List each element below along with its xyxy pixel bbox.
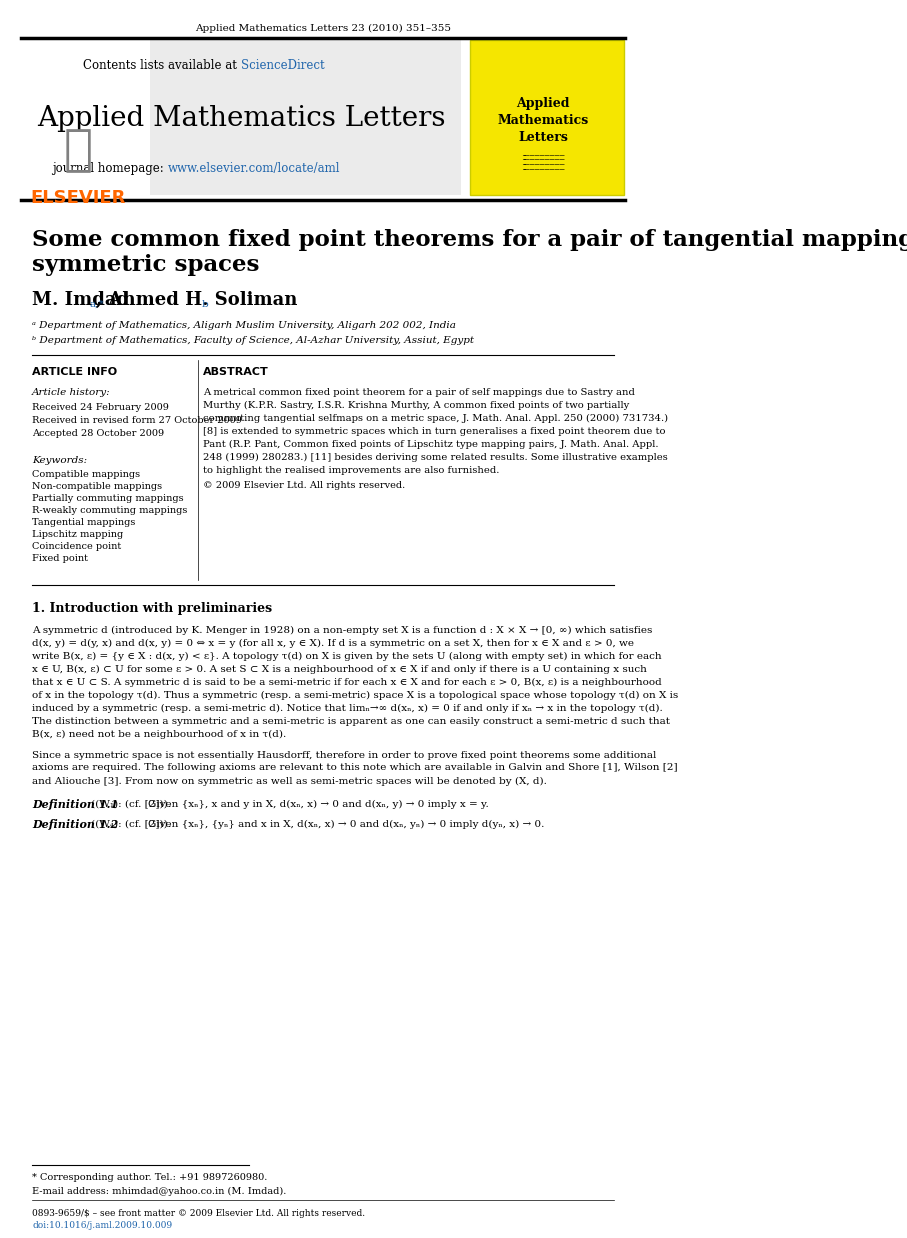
Text: d(x, y) = d(y, x) and d(x, y) = 0 ⇔ x = y (for all x, y ∈ X). If d is a symmetri: d(x, y) = d(y, x) and d(x, y) = 0 ⇔ x = … [32,639,634,647]
Text: ELSEVIER: ELSEVIER [31,189,126,207]
Text: Applied Mathematics Letters: Applied Mathematics Letters [36,104,445,131]
Text: ᵇ Department of Mathematics, Faculty of Science, Al-Azhar University, Assiut, Eg: ᵇ Department of Mathematics, Faculty of … [32,335,474,344]
Text: Accepted 28 October 2009: Accepted 28 October 2009 [32,428,164,437]
Text: * Corresponding author. Tel.: +91 9897260980.: * Corresponding author. Tel.: +91 989726… [32,1174,268,1182]
Text: Definition 1.2: Definition 1.2 [32,818,118,829]
Text: 248 (1999) 280283.) [11] besides deriving some related results. Some illustrativ: 248 (1999) 280283.) [11] besides derivin… [203,452,668,462]
FancyBboxPatch shape [471,40,624,196]
Text: © 2009 Elsevier Ltd. All rights reserved.: © 2009 Elsevier Ltd. All rights reserved… [203,480,405,489]
Text: Murthy (K.P.R. Sastry, I.S.R. Krishna Murthy, A common fixed points of two parti: Murthy (K.P.R. Sastry, I.S.R. Krishna Mu… [203,400,629,410]
Text: ᵃ Department of Mathematics, Aligarh Muslim University, Aligarh 202 002, India: ᵃ Department of Mathematics, Aligarh Mus… [32,321,456,329]
Text: B(x, ε) need not be a neighbourhood of x in τ(d).: B(x, ε) need not be a neighbourhood of x… [32,729,287,739]
Text: axioms are required. The following axioms are relevant to this note which are av: axioms are required. The following axiom… [32,764,678,773]
Text: [8] is extended to symmetric spaces which in turn generalises a fixed point theo: [8] is extended to symmetric spaces whic… [203,427,666,436]
Text: Given {xₙ}, x and y in X, d(xₙ, x) → 0 and d(xₙ, y) → 0 imply x = y.: Given {xₙ}, x and y in X, d(xₙ, x) → 0 a… [148,800,488,808]
Text: ((W₁): (cf. [2])).: ((W₁): (cf. [2])). [91,800,171,808]
Text: E-mail address: mhimdad@yahoo.co.in (M. Imdad).: E-mail address: mhimdad@yahoo.co.in (M. … [32,1186,287,1196]
Text: Contents lists available at: Contents lists available at [83,58,241,72]
Text: Coincidence point: Coincidence point [32,541,122,551]
Text: journal homepage:: journal homepage: [52,161,168,175]
Text: The distinction between a symmetric and a semi-metric is apparent as one can eas: The distinction between a symmetric and … [32,717,670,725]
Text: A metrical common fixed point theorem for a pair of self mappings due to Sastry : A metrical common fixed point theorem fo… [203,387,635,396]
Text: of x in the topology τ(d). Thus a symmetric (resp. a semi-metric) space X is a t: of x in the topology τ(d). Thus a symmet… [32,691,678,699]
Text: Some common fixed point theorems for a pair of tangential mappings in: Some common fixed point theorems for a p… [32,229,907,251]
Text: Applied
Mathematics
Letters: Applied Mathematics Letters [498,97,589,144]
Text: Compatible mappings: Compatible mappings [32,469,141,479]
Text: Applied Mathematics Letters 23 (2010) 351–355: Applied Mathematics Letters 23 (2010) 35… [195,24,451,32]
Text: Received 24 February 2009: Received 24 February 2009 [32,402,169,411]
Text: b: b [201,300,209,310]
Text: ScienceDirect: ScienceDirect [241,58,325,72]
Text: Article history:: Article history: [32,387,111,396]
Text: , Ahmed H. Soliman: , Ahmed H. Soliman [96,291,297,310]
Text: 1. Introduction with preliminaries: 1. Introduction with preliminaries [32,602,272,614]
Text: ─────────────────
─────────────────
─────────────────
─────────────────: ───────────────── ───────────────── ────… [522,154,564,176]
Text: Definition 1.1: Definition 1.1 [32,799,118,810]
Text: symmetric spaces: symmetric spaces [32,254,259,276]
Text: Given {xₙ}, {yₙ} and x in X, d(xₙ, x) → 0 and d(xₙ, yₙ) → 0 imply d(yₙ, x) → 0.: Given {xₙ}, {yₙ} and x in X, d(xₙ, x) → … [148,820,544,828]
Text: 🌳: 🌳 [63,126,93,175]
Text: x ∈ U, B(x, ε) ⊂ U for some ε > 0. A set S ⊂ X is a neighbourhood of x ∈ X if an: x ∈ U, B(x, ε) ⊂ U for some ε > 0. A set… [32,665,647,673]
Text: ABSTRACT: ABSTRACT [203,366,268,378]
Text: ((W₄): (cf. [2])).: ((W₄): (cf. [2])). [91,820,171,828]
Text: Tangential mappings: Tangential mappings [32,517,135,526]
Text: write B(x, ε) = {y ∈ X : d(x, y) < ε}. A topology τ(d) on X is given by the sets: write B(x, ε) = {y ∈ X : d(x, y) < ε}. A… [32,651,662,661]
Text: and Aliouche [3]. From now on symmetric as well as semi-metric spaces will be de: and Aliouche [3]. From now on symmetric … [32,776,547,786]
FancyBboxPatch shape [22,40,150,196]
Text: to highlight the realised improvements are also furnished.: to highlight the realised improvements a… [203,465,500,474]
Text: Partially commuting mappings: Partially commuting mappings [32,494,184,503]
Text: 0893-9659/$ – see front matter © 2009 Elsevier Ltd. All rights reserved.: 0893-9659/$ – see front matter © 2009 El… [32,1208,366,1217]
Text: R-weakly commuting mappings: R-weakly commuting mappings [32,505,188,515]
Text: Non-compatible mappings: Non-compatible mappings [32,482,162,490]
Text: Pant (R.P. Pant, Common fixed points of Lipschitz type mapping pairs, J. Math. A: Pant (R.P. Pant, Common fixed points of … [203,439,658,448]
Text: induced by a symmetric (resp. a semi-metric d). Notice that limₙ→∞ d(xₙ, x) = 0 : induced by a symmetric (resp. a semi-met… [32,703,663,713]
Text: A symmetric d (introduced by K. Menger in 1928) on a non-empty set X is a functi: A symmetric d (introduced by K. Menger i… [32,625,652,635]
Text: that x ∈ U ⊂ S. A symmetric d is said to be a semi-metric if for each x ∈ X and : that x ∈ U ⊂ S. A symmetric d is said to… [32,677,662,687]
FancyBboxPatch shape [22,40,462,196]
Text: Fixed point: Fixed point [32,553,88,562]
Text: ARTICLE INFO: ARTICLE INFO [32,366,117,378]
Text: commuting tangential selfmaps on a metric space, J. Math. Anal. Appl. 250 (2000): commuting tangential selfmaps on a metri… [203,413,668,422]
Text: Received in revised form 27 October 2009: Received in revised form 27 October 2009 [32,416,242,425]
Text: Since a symmetric space is not essentially Hausdorff, therefore in order to prov: Since a symmetric space is not essential… [32,750,657,759]
Text: Keywords:: Keywords: [32,456,87,464]
Text: M. Imdad: M. Imdad [32,291,129,310]
Text: a,*: a,* [89,300,103,310]
Text: doi:10.1016/j.aml.2009.10.009: doi:10.1016/j.aml.2009.10.009 [32,1222,172,1231]
Text: Lipschitz mapping: Lipschitz mapping [32,530,123,539]
Text: www.elsevier.com/locate/aml: www.elsevier.com/locate/aml [168,161,340,175]
